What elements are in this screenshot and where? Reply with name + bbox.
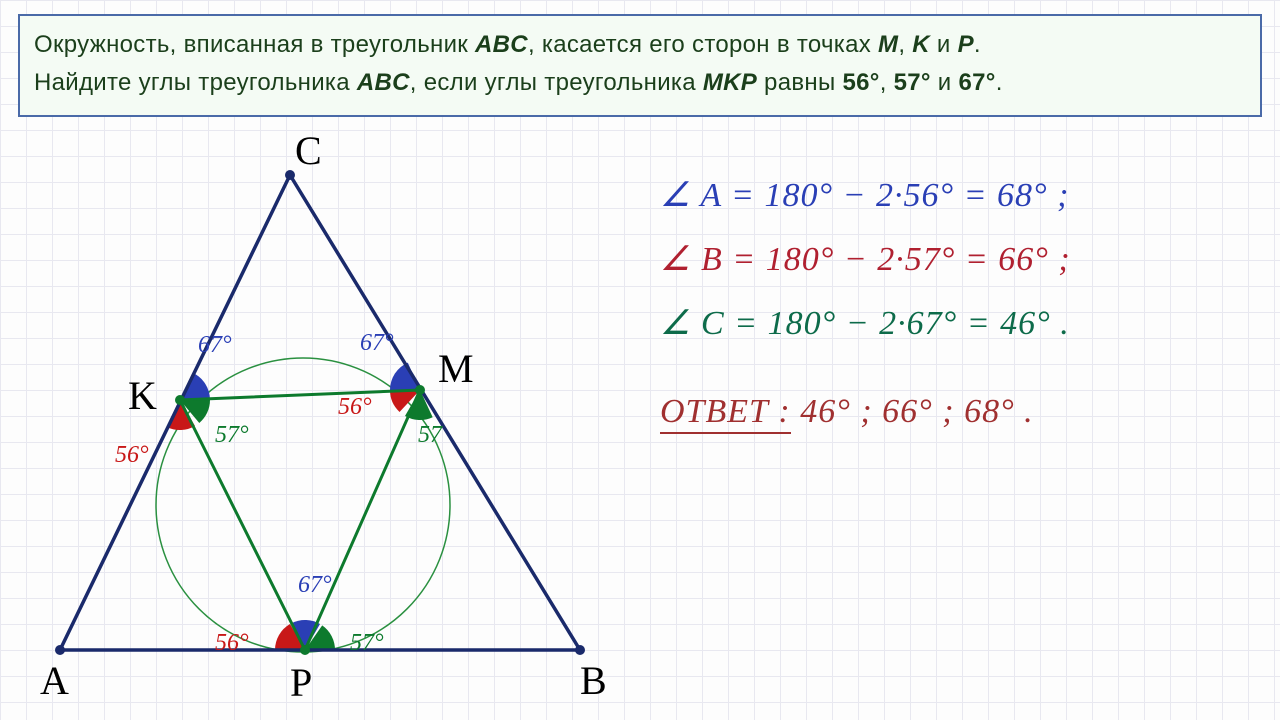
svg-text:56°: 56° xyxy=(115,442,149,468)
svg-text:B: B xyxy=(580,658,607,703)
abc-2: ABC xyxy=(357,69,410,96)
svg-text:M: M xyxy=(438,346,474,391)
svg-text:57: 57 xyxy=(418,422,443,448)
answer-values: 46° ; 66° ; 68° . xyxy=(791,393,1034,430)
svg-text:K: K xyxy=(128,373,157,418)
problem-text-1: Окружность, вписанная в треугольник xyxy=(34,31,475,58)
ang-57: 57° xyxy=(894,69,931,96)
pt-p: P xyxy=(958,31,974,58)
svg-text:A: A xyxy=(40,658,69,703)
svg-text:67°: 67° xyxy=(360,330,394,356)
problem-text-5: равны xyxy=(757,69,842,96)
answer-line: ОТВЕТ : 46° ; 66° ; 68° . xyxy=(660,393,1260,431)
abc-1: ABC xyxy=(475,31,528,58)
problem-text-4: , если углы треугольника xyxy=(410,69,703,96)
problem-text-3: Найдите углы треугольника xyxy=(34,69,357,96)
svg-text:C: C xyxy=(295,130,322,173)
diagram-svg: A B C K M P 67° 57° 56° 67° 56° 57 67° 56° 57° xyxy=(20,130,640,710)
pt-k: K xyxy=(912,31,930,58)
equation-angle-c: ∠ C = 180° − 2·67° = 46° . xyxy=(660,303,1260,343)
mkp: MKP xyxy=(703,69,757,96)
ang-56: 56° xyxy=(842,69,879,96)
svg-text:57°: 57° xyxy=(350,630,384,656)
pt-m: M xyxy=(878,31,898,58)
problem-statement: Окружность, вписанная в треугольник ABC,… xyxy=(18,14,1262,117)
problem-text-2: , касается его сторон в точках xyxy=(528,31,878,58)
answer-label: ОТВЕТ : xyxy=(660,393,791,434)
geometry-diagram: ABCKMP67°57°56°67°56°5767°56°57° xyxy=(20,130,640,700)
ang-67: 67° xyxy=(958,69,995,96)
solution-block: ∠ A = 180° − 2·56° = 68° ; ∠ B = 180° − … xyxy=(660,175,1260,455)
equation-angle-b: ∠ B = 180° − 2·57° = 66° ; xyxy=(660,239,1260,279)
svg-text:67°: 67° xyxy=(298,572,332,598)
svg-text:67°: 67° xyxy=(198,332,232,358)
svg-text:57°: 57° xyxy=(215,422,249,448)
svg-text:56°: 56° xyxy=(215,630,249,656)
equation-angle-a: ∠ A = 180° − 2·56° = 68° ; xyxy=(660,175,1260,215)
svg-text:56°: 56° xyxy=(338,394,372,420)
svg-text:P: P xyxy=(290,660,312,705)
